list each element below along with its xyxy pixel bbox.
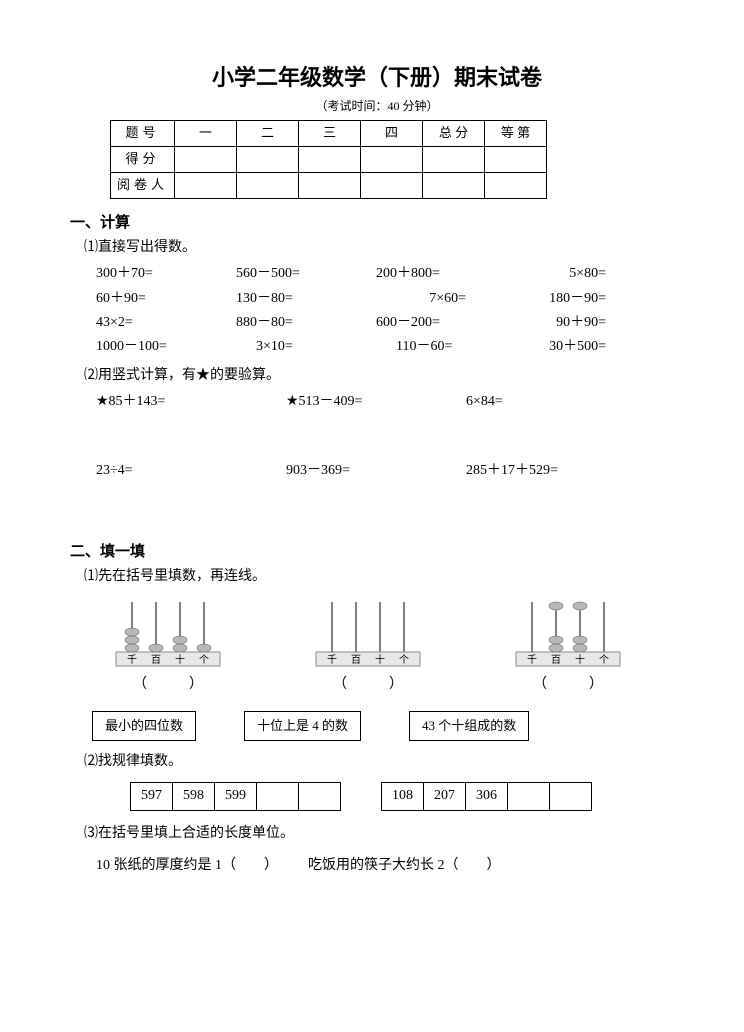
- paren-blank[interactable]: （ ）: [298, 674, 438, 696]
- svg-text:百: 百: [551, 654, 561, 666]
- calc-item: 1000－100=: [96, 336, 236, 358]
- calc-item: 43×2=: [96, 312, 236, 334]
- seq-blank[interactable]: [299, 782, 341, 810]
- label-box: 43 个十组成的数: [409, 711, 529, 742]
- col-header: 总 分: [423, 121, 485, 147]
- pattern-row: 597 598 599 108 207 306: [130, 782, 684, 811]
- calc-item: 180－90=: [516, 288, 636, 310]
- svg-text:十: 十: [575, 653, 585, 666]
- blank-cell[interactable]: [175, 147, 237, 173]
- abacus-svg-icon: 千百十个: [308, 598, 428, 670]
- calc-item: 110－60=: [376, 336, 516, 358]
- calc-item: ★85＋143=: [96, 391, 286, 413]
- svg-text:千: 千: [327, 654, 337, 666]
- calc-item: 3×10=: [236, 336, 376, 358]
- seq-blank[interactable]: [550, 782, 592, 810]
- svg-text:个: 个: [399, 654, 409, 666]
- exam-duration: （考试时间：40 分钟）: [70, 97, 684, 116]
- abacus-2: 千 百 十 个 （ ）: [298, 598, 438, 696]
- calc-item: 23÷4=: [96, 460, 286, 482]
- calc-item: 5×80=: [516, 263, 636, 285]
- svg-text:百: 百: [151, 654, 161, 666]
- s2q1-label: ⑴先在括号里填数，再连线。: [84, 566, 684, 588]
- paren-blank[interactable]: （ ）: [498, 674, 638, 696]
- paren-blank[interactable]: （ ）: [98, 674, 238, 696]
- label-box: 十位上是 4 的数: [244, 711, 361, 742]
- calc-item: 60＋90=: [96, 288, 236, 310]
- svg-text:千: 千: [527, 654, 537, 666]
- abacus-row: 千 百 十 个 （ ） 千 百 十 个 （ ） 千 百 十 个 （ ）: [98, 598, 684, 696]
- q2-label: ⑵用竖式计算，有★的要验算。: [84, 365, 684, 387]
- seq-blank[interactable]: [257, 782, 299, 810]
- col-header: 二: [237, 121, 299, 147]
- svg-text:十: 十: [175, 653, 185, 666]
- calc-item: 285＋17＋529=: [466, 460, 616, 482]
- abacus-1: 千 百 十 个 （ ）: [98, 598, 238, 696]
- col-header: 等 第: [485, 121, 547, 147]
- calc-item: 130－80=: [236, 288, 376, 310]
- seq-cell: 207: [424, 782, 466, 810]
- col-header: 三: [299, 121, 361, 147]
- svg-text:十: 十: [375, 653, 385, 666]
- calc-grid: 300＋70= 560－500= 200＋800= 5×80= 60＋90= 1…: [96, 263, 684, 359]
- vertical-calc-row1: ★85＋143= ★513－409= 6×84=: [96, 391, 684, 413]
- abacus-svg-icon: 千百十个: [508, 598, 628, 670]
- svg-text:个: 个: [199, 654, 209, 666]
- vertical-calc-row2: 23÷4= 903－369= 285＋17＋529=: [96, 460, 684, 482]
- seq-cell: 598: [173, 782, 215, 810]
- pattern-seq2: 108 207 306: [381, 782, 592, 811]
- calc-item: 6×84=: [466, 391, 616, 413]
- calc-item: 7×60=: [376, 288, 516, 310]
- svg-text:千: 千: [127, 654, 137, 666]
- seq-cell: 599: [215, 782, 257, 810]
- s2q2-label: ⑵找规律填数。: [84, 751, 684, 773]
- seq-cell: 306: [466, 782, 508, 810]
- calc-item: 90＋90=: [516, 312, 636, 334]
- calc-item: 300＋70=: [96, 263, 236, 285]
- calc-item: 600－200=: [376, 312, 516, 334]
- col-header: 四: [361, 121, 423, 147]
- calc-item: 880－80=: [236, 312, 376, 334]
- q3-row: 10 张纸的厚度约是 1（ ） 吃饭用的筷子大约长 2（ ）: [96, 855, 684, 877]
- page-title: 小学二年级数学（下册）期末试卷: [70, 60, 684, 95]
- calc-item: ★513－409=: [286, 391, 466, 413]
- calc-item: 560－500=: [236, 263, 376, 285]
- seq-cell: 597: [131, 782, 173, 810]
- label-box-row: 最小的四位数 十位上是 4 的数 43 个十组成的数: [92, 711, 684, 742]
- seq-cell: 108: [382, 782, 424, 810]
- svg-text:百: 百: [351, 654, 361, 666]
- score-table: 题号 一 二 三 四 总 分 等 第 得分 阅卷人: [110, 120, 547, 198]
- section1-heading: 一、计算: [70, 211, 684, 235]
- seq-blank[interactable]: [508, 782, 550, 810]
- calc-item: 200＋800=: [376, 263, 516, 285]
- col-header: 一: [175, 121, 237, 147]
- label-box: 最小的四位数: [92, 711, 196, 742]
- length-item: 吃饭用的筷子大约长 2（ ）: [308, 855, 501, 877]
- row-label: 阅卷人: [111, 172, 175, 198]
- pattern-seq1: 597 598 599: [130, 782, 341, 811]
- abacus-svg-icon: 千百十个: [108, 598, 228, 670]
- calc-item: 30＋500=: [516, 336, 636, 358]
- section2-heading: 二、填一填: [70, 540, 684, 564]
- q1-label: ⑴直接写出得数。: [84, 237, 684, 259]
- s2q3-label: ⑶在括号里填上合适的长度单位。: [84, 823, 684, 845]
- calc-item: 903－369=: [286, 460, 466, 482]
- svg-text:个: 个: [599, 654, 609, 666]
- row-label: 题号: [111, 121, 175, 147]
- row-label: 得分: [111, 147, 175, 173]
- abacus-3: 千 百 十 个 （ ）: [498, 598, 638, 696]
- length-item: 10 张纸的厚度约是 1（ ）: [96, 855, 278, 877]
